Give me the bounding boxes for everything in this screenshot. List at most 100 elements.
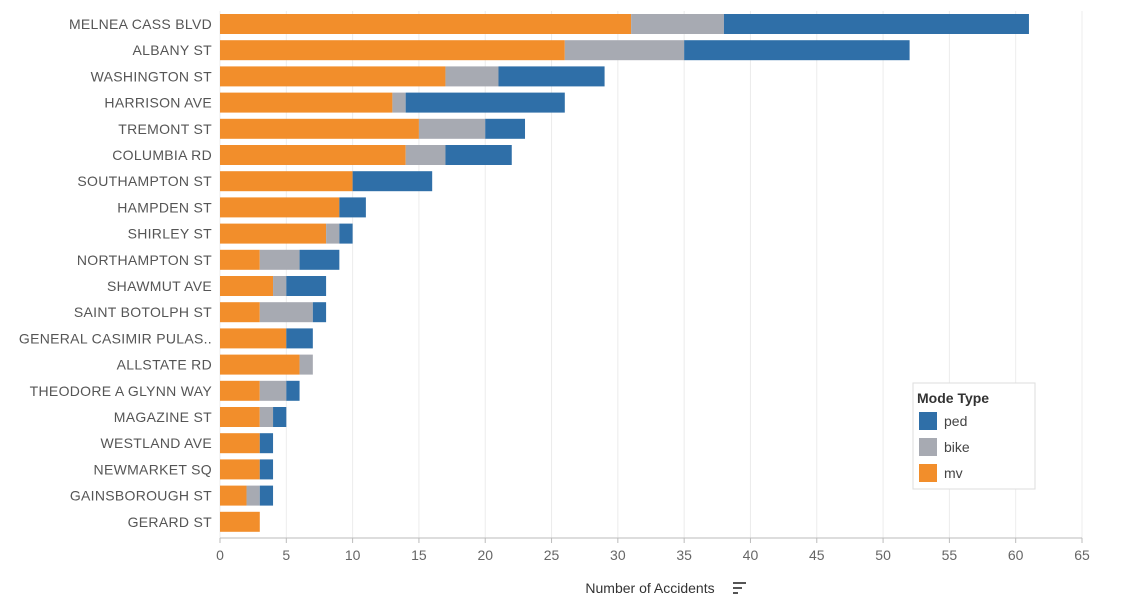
legend-item-mv[interactable]: mv [919, 464, 963, 482]
x-tick-label: 55 [942, 547, 958, 563]
bar-segment-bike[interactable] [631, 14, 724, 34]
bar-row[interactable] [220, 92, 565, 113]
category-label: ALLSTATE RD [117, 357, 212, 373]
bar-segment-bike[interactable] [259, 380, 287, 401]
bar-segment-mv[interactable] [220, 485, 247, 506]
bar-segment-ped[interactable] [312, 302, 327, 323]
bar-segment-ped[interactable] [286, 380, 300, 401]
bar-segment-ped[interactable] [485, 118, 526, 139]
bar-segment-mv[interactable] [220, 197, 340, 218]
legend-label: mv [944, 465, 963, 481]
bar-row[interactable] [220, 328, 313, 349]
bar-row[interactable] [220, 145, 512, 165]
bar-segment-mv[interactable] [220, 433, 260, 454]
legend-swatch [919, 412, 937, 430]
bar-row[interactable] [220, 276, 327, 296]
bar-row[interactable] [220, 249, 340, 270]
bar-row[interactable] [220, 380, 300, 401]
legend: Mode Type ped bike mv [912, 382, 1036, 490]
x-tick-label: 20 [477, 547, 493, 563]
bar-segment-bike[interactable] [392, 92, 406, 113]
bar-segment-ped[interactable] [498, 66, 605, 87]
x-tick-label: 50 [875, 547, 891, 563]
x-tick-label: 45 [809, 547, 825, 563]
bar-segment-bike[interactable] [299, 354, 313, 375]
bar-row[interactable] [220, 407, 287, 427]
bar-segment-ped[interactable] [445, 145, 512, 165]
bar-segment-ped[interactable] [299, 249, 340, 270]
category-label: SHAWMUT AVE [107, 278, 212, 294]
bar-row[interactable] [220, 485, 274, 506]
bar-segment-bike[interactable] [564, 40, 685, 61]
bar-row[interactable] [220, 433, 274, 454]
bar-segment-bike[interactable] [273, 276, 287, 296]
category-label: ALBANY ST [133, 42, 213, 58]
legend-label: bike [944, 439, 970, 455]
bar-segment-bike[interactable] [418, 118, 486, 139]
bar-segment-mv[interactable] [220, 328, 287, 349]
bar-segment-mv[interactable] [220, 171, 353, 192]
bar-segment-ped[interactable] [273, 407, 287, 427]
bar-segment-ped[interactable] [259, 459, 274, 480]
category-label: HARRISON AVE [104, 95, 212, 111]
category-labels: MELNEA CASS BLVD ALBANY ST WASHINGTON ST HA… [19, 16, 212, 530]
bar-segment-ped[interactable] [405, 92, 565, 113]
category-label: NEWMARKET SQ [94, 461, 212, 477]
category-label: SHIRLEY ST [128, 226, 213, 242]
bar-segment-ped[interactable] [259, 433, 274, 454]
x-tick-label: 15 [411, 547, 427, 563]
bar-row[interactable] [220, 459, 274, 480]
category-label: SOUTHAMPTON ST [77, 173, 212, 189]
x-tick-label: 65 [1074, 547, 1090, 563]
bar-segment-bike[interactable] [259, 302, 313, 323]
sort-descending-icon[interactable] [733, 582, 746, 594]
bar-segment-mv[interactable] [220, 249, 260, 270]
category-label: THEODORE A GLYNN WAY [30, 383, 213, 399]
bar-segment-ped[interactable] [259, 485, 274, 506]
bar-segment-mv[interactable] [220, 459, 260, 480]
bar-segment-ped[interactable] [352, 171, 433, 192]
bar-segment-ped[interactable] [723, 14, 1029, 34]
bar-segment-mv[interactable] [220, 380, 260, 401]
bar-segment-mv[interactable] [220, 511, 260, 532]
bar-segment-ped[interactable] [286, 276, 327, 296]
bar-row[interactable] [220, 511, 260, 532]
legend-swatch [919, 464, 937, 482]
bar-segment-mv[interactable] [220, 407, 260, 427]
bar-segment-mv[interactable] [220, 14, 632, 34]
legend-label: ped [944, 413, 967, 429]
legend-item-ped[interactable]: ped [919, 412, 967, 430]
bar-segment-bike[interactable] [445, 66, 499, 87]
bar-segment-mv[interactable] [220, 118, 419, 139]
bar-segment-mv[interactable] [220, 302, 260, 323]
bar-segment-bike[interactable] [246, 485, 260, 506]
bar-segment-ped[interactable] [339, 223, 353, 244]
bar-segment-mv[interactable] [220, 66, 446, 87]
bar-row[interactable] [220, 40, 910, 61]
x-tick-label: 10 [345, 547, 361, 563]
bar-segment-mv[interactable] [220, 92, 393, 113]
legend-item-bike[interactable]: bike [919, 438, 970, 456]
bar-segment-mv[interactable] [220, 40, 565, 61]
bar-segment-mv[interactable] [220, 145, 406, 165]
category-label: GENERAL CASIMIR PULAS.. [19, 330, 212, 346]
bar-segment-ped[interactable] [339, 197, 366, 218]
bar-segment-ped[interactable] [286, 328, 313, 349]
bar-row[interactable] [220, 118, 526, 139]
bar-segment-mv[interactable] [220, 276, 274, 296]
bar-segment-bike[interactable] [405, 145, 446, 165]
bar-row[interactable] [220, 14, 1029, 34]
bar-row[interactable] [220, 66, 605, 87]
bar-segment-ped[interactable] [684, 40, 910, 61]
bar-row[interactable] [220, 171, 433, 192]
bar-segment-mv[interactable] [220, 354, 300, 375]
bar-segment-mv[interactable] [220, 223, 327, 244]
bar-row[interactable] [220, 354, 313, 375]
bar-row[interactable] [220, 302, 327, 323]
bar-segment-bike[interactable] [259, 249, 300, 270]
bar-segment-bike[interactable] [326, 223, 340, 244]
category-label: GAINSBOROUGH ST [70, 488, 212, 504]
bar-segment-bike[interactable] [259, 407, 274, 427]
bar-row[interactable] [220, 223, 353, 244]
bar-row[interactable] [220, 197, 366, 218]
